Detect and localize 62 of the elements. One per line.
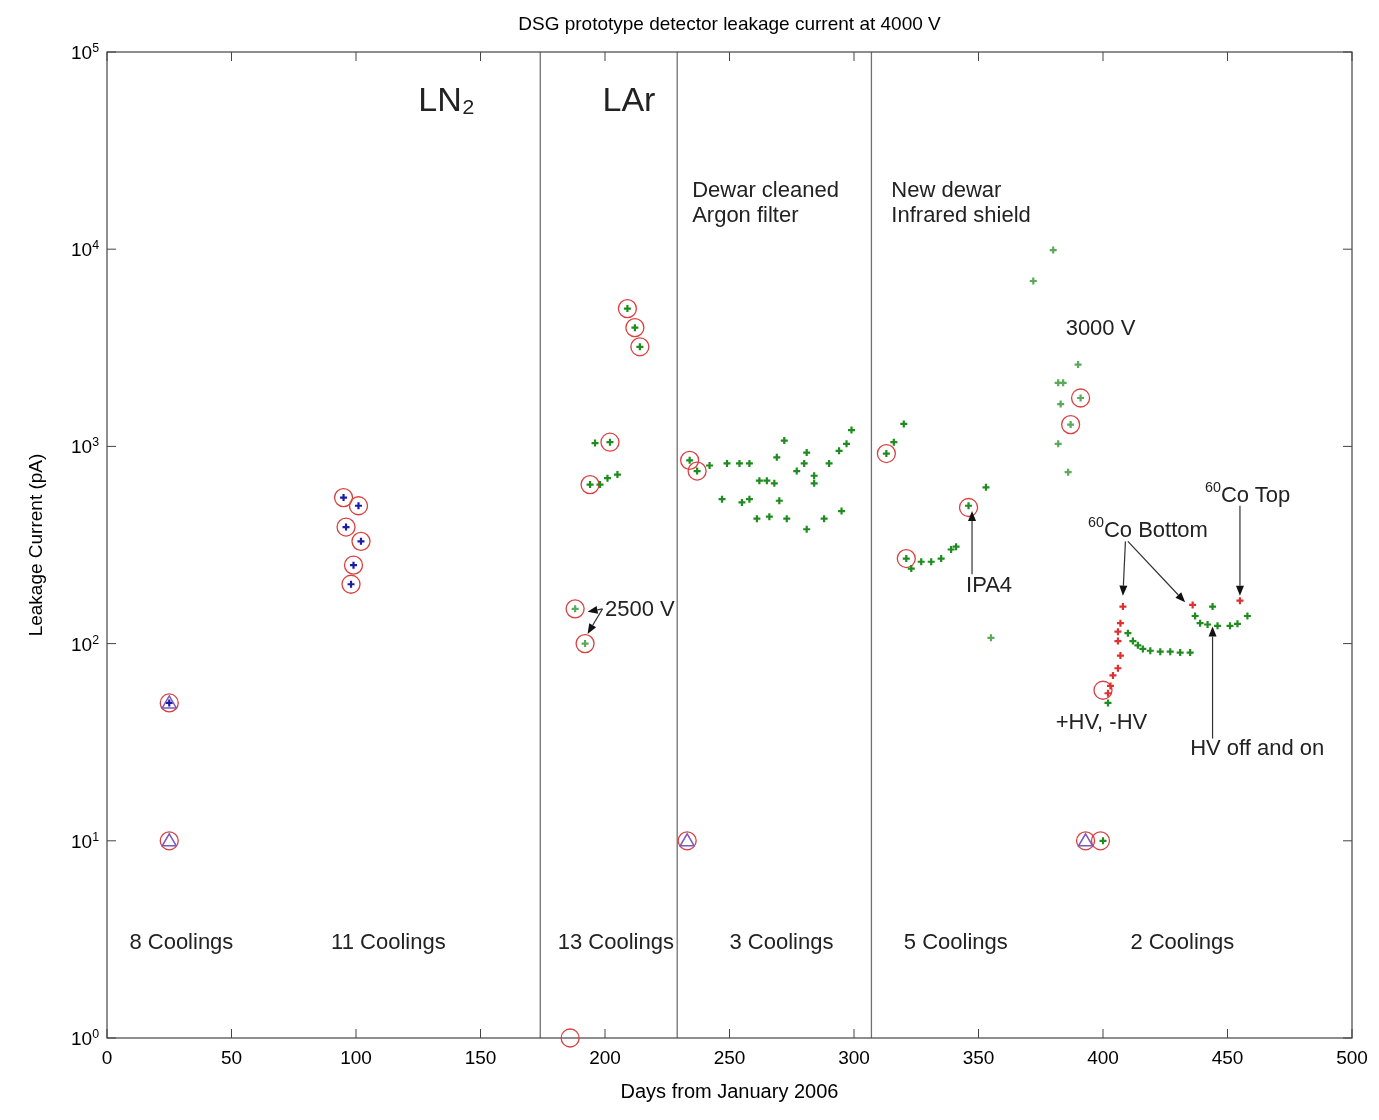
point (348, 496, 369, 516)
annotation: 13 Coolings (557, 928, 674, 954)
point (687, 461, 707, 481)
point (600, 432, 620, 452)
point (575, 633, 595, 654)
point (1093, 680, 1113, 700)
x-tick-label: 450 (1211, 1047, 1244, 1068)
point (876, 443, 897, 464)
point (630, 337, 650, 357)
annotation: 2 Coolings (1130, 928, 1235, 954)
annotation: Infrared shield (891, 201, 1031, 227)
point (680, 450, 700, 470)
point (560, 1028, 580, 1048)
x-tick-label: 0 (101, 1047, 113, 1068)
x-axis-title: Days from January 2006 (620, 1080, 839, 1102)
y-tick-label: 10$^{2}$ (70, 632, 100, 655)
point (1070, 388, 1091, 408)
x-tick-label: 50 (220, 1047, 243, 1068)
point (343, 555, 364, 575)
y-axis-title: Leakage Current (pA) (25, 453, 46, 637)
y-tick-label: 10$^{5}$ (70, 41, 100, 63)
point (565, 599, 585, 619)
annotation: 3 Coolings (729, 928, 834, 954)
annotation: 2500 V (605, 595, 676, 621)
annotation: +HV, -HV (1055, 708, 1148, 734)
y-tick-label: 10$^{0}$ (70, 1027, 100, 1049)
chart-title: DSG prototype detector leakage current at 4000 V (518, 13, 942, 34)
annotation: HV off and on (1190, 734, 1325, 760)
annotation: 5 Coolings (903, 928, 1008, 954)
point (617, 298, 638, 319)
x-tick-label: 150 (464, 1047, 497, 1068)
point (958, 497, 979, 518)
point (896, 548, 916, 569)
point (333, 487, 354, 508)
annotation: 11 Coolings (331, 928, 446, 954)
x-tick-label: 300 (838, 1047, 870, 1068)
annotation: LN₂ (418, 79, 475, 118)
annotation: 3000 V (1065, 314, 1136, 340)
annotation: Dewar cleaned (692, 176, 839, 202)
point (351, 531, 371, 551)
annotation: New dewar (891, 176, 1002, 202)
x-tick-label: 250 (713, 1047, 746, 1068)
y-tick-label: 10$^{4}$ (70, 238, 100, 261)
annotation: 8 Coolings (129, 928, 234, 954)
annotation: $^{60}$Co Bottom (1088, 513, 1208, 542)
annotation: IPA4 (966, 571, 1013, 597)
point (580, 474, 600, 495)
annotation: $^{60}$Co Top (1205, 478, 1291, 507)
point (336, 517, 356, 537)
x-tick-label: 200 (589, 1047, 621, 1068)
annotation: Argon filter (692, 201, 799, 227)
y-tick-label: 10$^{3}$ (70, 435, 100, 458)
x-tick-label: 500 (1336, 1047, 1368, 1068)
annotation: LAr (602, 79, 656, 118)
x-tick-label: 100 (340, 1047, 372, 1068)
x-tick-label: 400 (1087, 1047, 1119, 1068)
point (341, 574, 361, 594)
y-tick-label: 10$^{1}$ (70, 829, 100, 852)
point (625, 318, 645, 338)
x-tick-label: 350 (962, 1047, 995, 1068)
point (1090, 831, 1111, 851)
point (1060, 414, 1081, 435)
